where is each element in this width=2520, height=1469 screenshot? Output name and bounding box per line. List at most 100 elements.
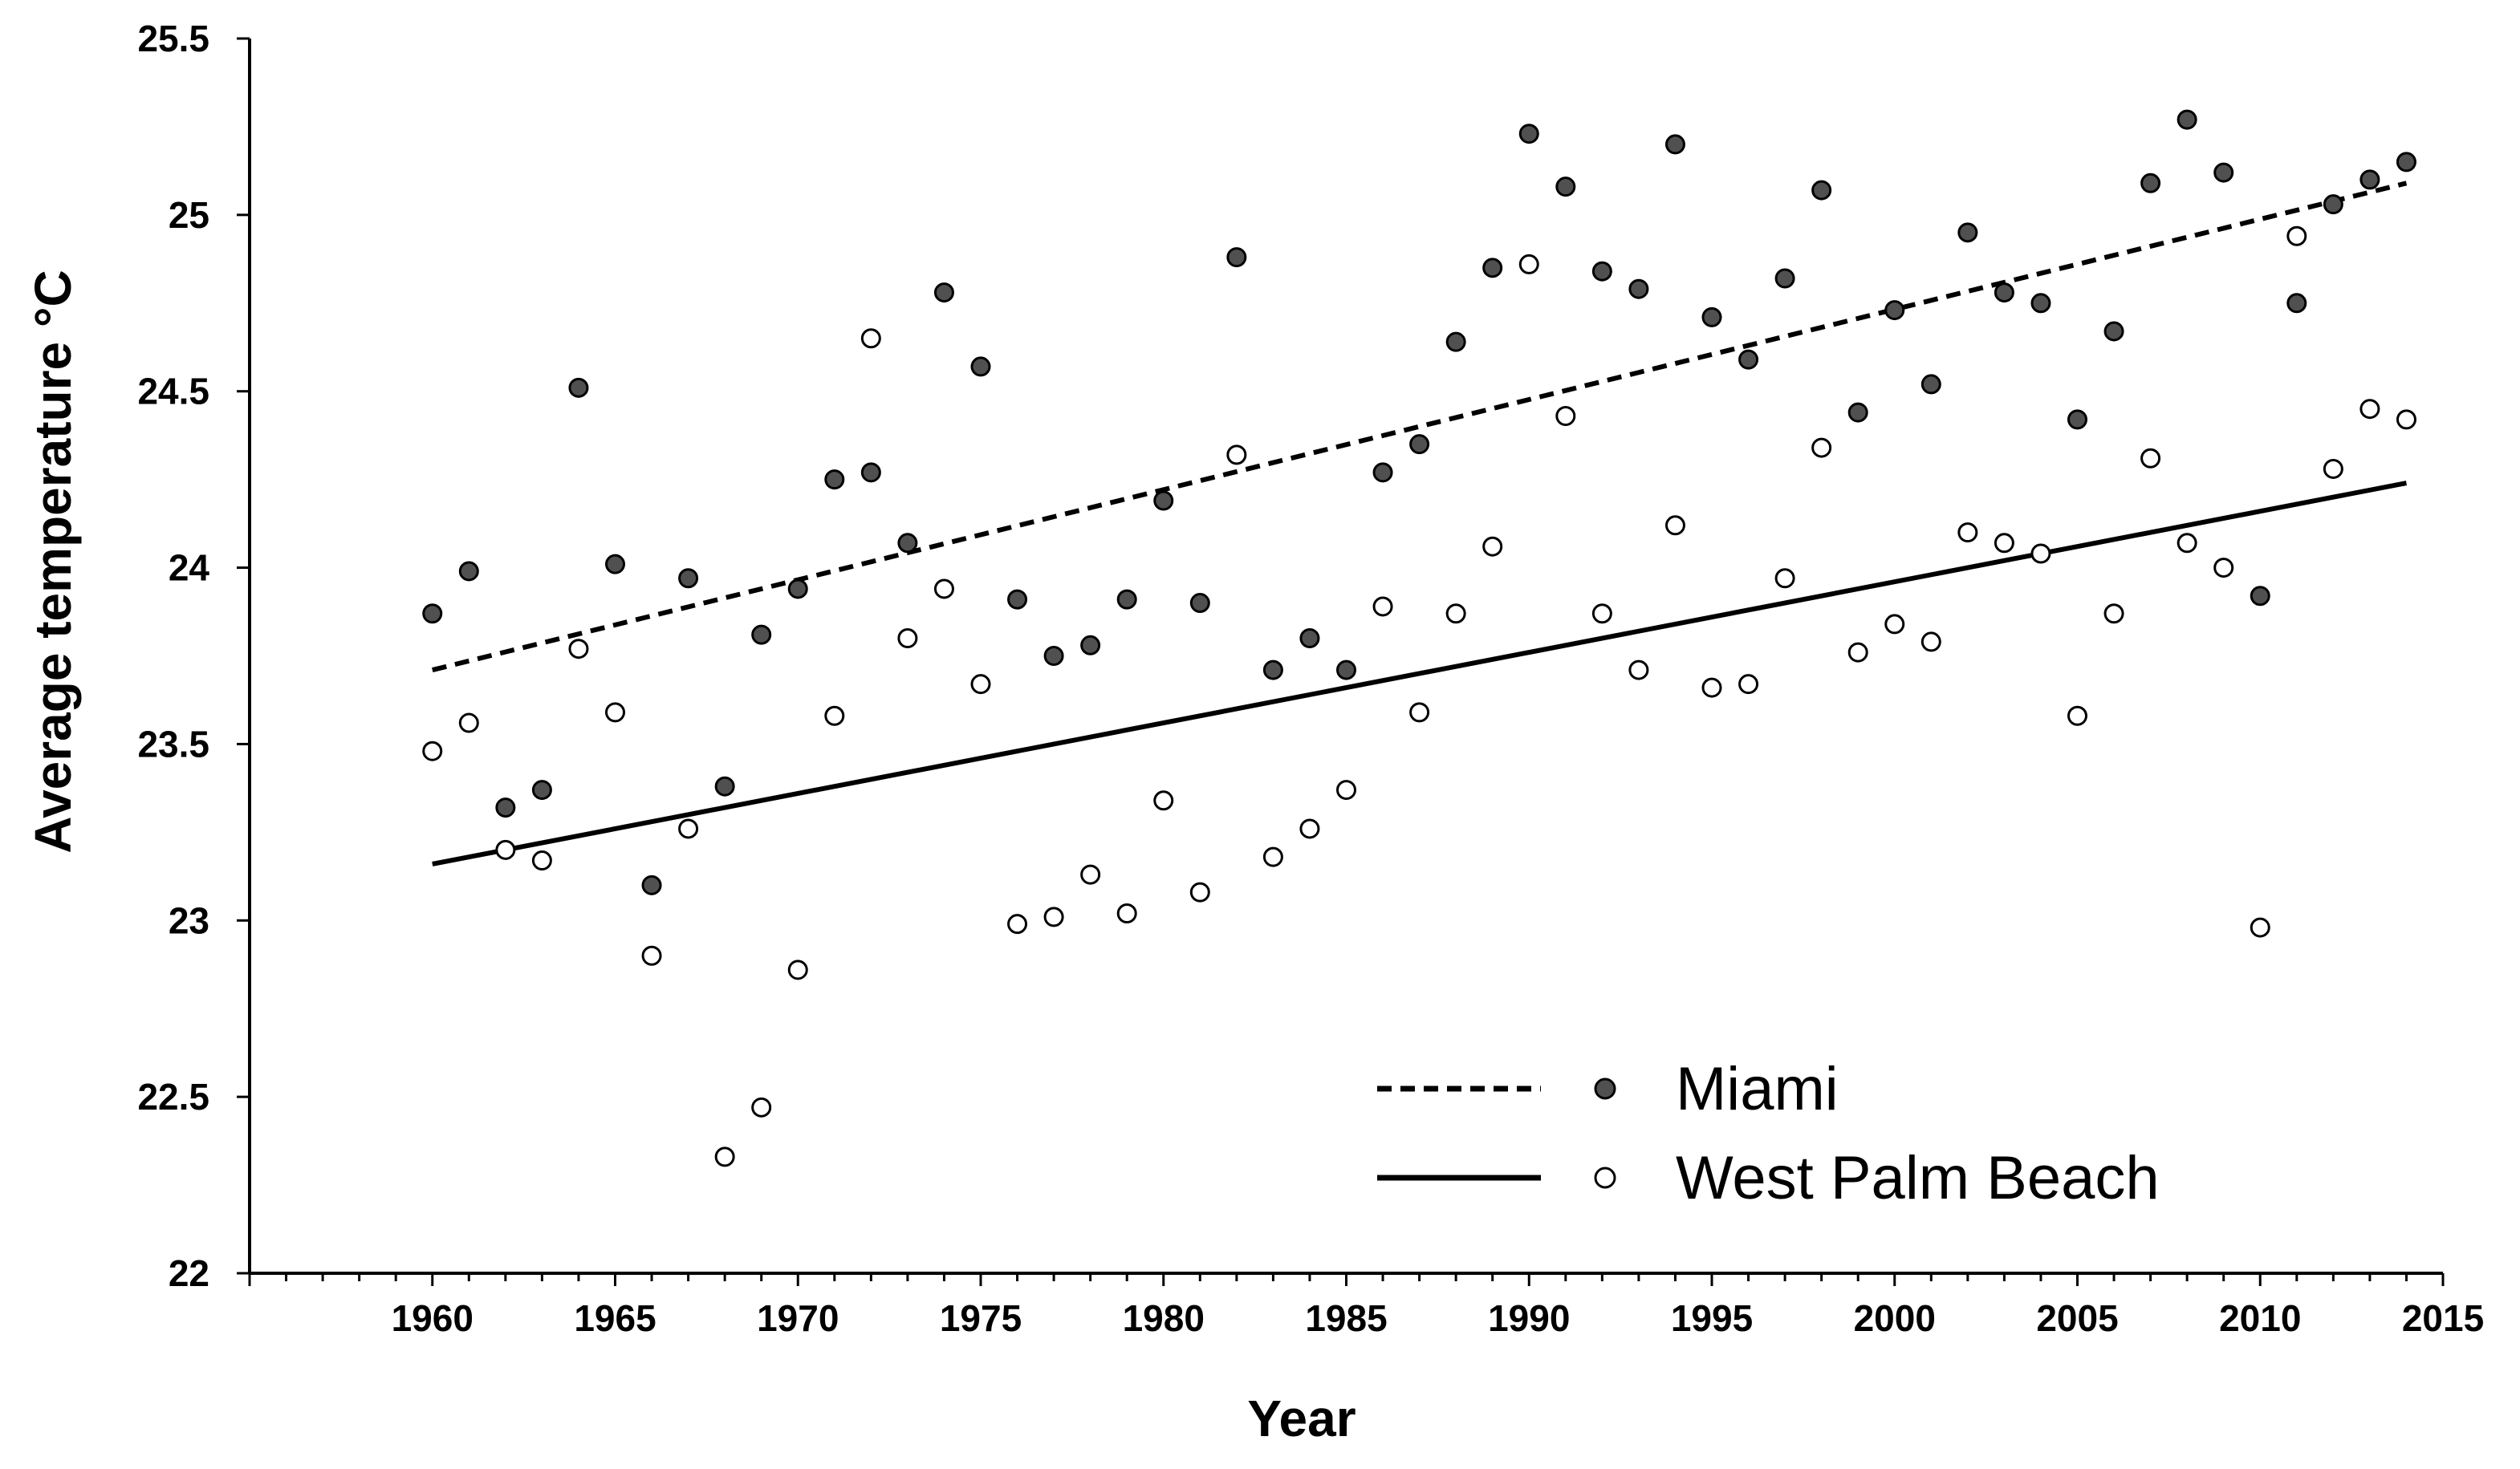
point-west-palm-beach [2359,399,2380,420]
point-miami [860,462,881,483]
point-miami [2177,109,2197,130]
point-west-palm-beach [1189,882,1210,903]
point-miami [2030,293,2051,314]
point-miami [1445,331,1466,352]
point-miami [1372,462,1393,483]
point-miami [1189,593,1210,614]
point-west-palm-beach [1664,515,1685,536]
point-miami [605,554,625,574]
point-west-palm-beach [495,839,516,860]
point-west-palm-beach [1226,444,1247,465]
y-tick-label: 22.5 [137,1076,209,1118]
point-miami [1007,589,1028,610]
points-layer [422,109,2416,1167]
legend-west-palm-beach-label: West Palm Beach [1676,1144,2160,1212]
point-west-palm-beach [2286,225,2307,246]
point-west-palm-beach [970,674,991,695]
point-west-palm-beach [422,741,443,761]
point-miami [2140,172,2161,193]
point-west-palm-beach [1555,405,1576,426]
point-west-palm-beach [1701,677,1722,698]
point-miami [495,797,516,818]
point-west-palm-beach [1116,903,1137,923]
point-west-palm-beach [1774,568,1795,589]
point-miami [568,377,589,398]
point-miami [970,356,991,377]
point-miami [2103,321,2124,342]
point-west-palm-beach [751,1097,772,1118]
point-miami [2250,586,2270,607]
point-miami [1884,300,1905,321]
point-west-palm-beach [2396,409,2416,430]
point-west-palm-beach [2103,603,2124,624]
point-miami [1664,134,1685,155]
point-west-palm-beach [1007,914,1028,935]
point-miami [1774,268,1795,289]
point-west-palm-beach [1299,818,1320,839]
legend: Miami West Palm Beach [1377,1055,2160,1212]
axes-layer [237,37,2445,1286]
x-tick-label: 1975 [940,1297,1022,1339]
point-west-palm-beach [2250,917,2270,938]
point-west-palm-beach [1372,596,1393,617]
point-west-palm-beach [1482,536,1503,557]
point-west-palm-beach [1409,702,1430,723]
legend-west-palm-beach-marker [1594,1167,1616,1189]
point-west-palm-beach [933,578,954,599]
y-tick-label: 23.5 [137,723,209,765]
point-miami [1409,434,1430,455]
point-miami [1811,180,1832,201]
point-miami [1591,261,1612,282]
point-west-palm-beach [897,628,918,649]
x-tick-label: 2005 [2036,1297,2118,1339]
point-west-palm-beach [2030,543,2051,564]
point-miami [1336,659,1356,680]
trendline-miami [432,181,2408,673]
tick-labels-layer: 1960 1965 1970 1975 1980 1985 1990 1995 2000 2005… [137,18,2484,1339]
point-west-palm-beach [605,702,625,723]
point-west-palm-beach [2067,705,2087,726]
point-west-palm-beach [1262,846,1283,867]
point-miami [2286,293,2307,314]
x-tick-label: 1970 [757,1297,839,1339]
point-west-palm-beach [1336,780,1356,801]
trendlines-layer [432,181,2408,866]
point-miami [1482,258,1503,278]
point-miami [2323,194,2343,215]
point-west-palm-beach [787,960,808,980]
point-west-palm-beach [531,850,552,871]
point-miami [1994,282,2014,303]
y-tick-label: 22 [169,1252,209,1294]
point-miami [678,568,699,589]
point-miami [824,469,845,490]
point-west-palm-beach [1153,790,1174,811]
point-west-palm-beach [714,1146,735,1167]
point-miami [1226,247,1247,268]
point-miami [897,533,918,554]
point-miami [1628,278,1649,299]
point-miami [751,624,772,645]
point-west-palm-beach [1043,907,1064,927]
point-miami [422,603,443,624]
point-miami [1701,306,1722,327]
point-miami [1738,349,1759,370]
point-miami [1043,646,1064,666]
point-miami [787,578,808,599]
y-tick-label: 24.5 [137,371,209,412]
x-tick-label: 2015 [2402,1297,2484,1339]
point-miami [1847,402,1868,423]
point-west-palm-beach [1994,533,2014,554]
y-tick-label: 23 [169,899,209,941]
x-tick-label: 2000 [1854,1297,1936,1339]
x-tick-label: 1990 [1488,1297,1570,1339]
point-west-palm-beach [2140,448,2161,469]
trendline-west-palm-beach [432,481,2408,866]
point-miami [1555,177,1576,197]
point-miami [1920,374,1941,395]
point-west-palm-beach [458,712,479,733]
point-miami [2067,409,2087,430]
point-miami [2396,152,2416,172]
point-west-palm-beach [1884,614,1905,635]
point-west-palm-beach [1591,603,1612,624]
